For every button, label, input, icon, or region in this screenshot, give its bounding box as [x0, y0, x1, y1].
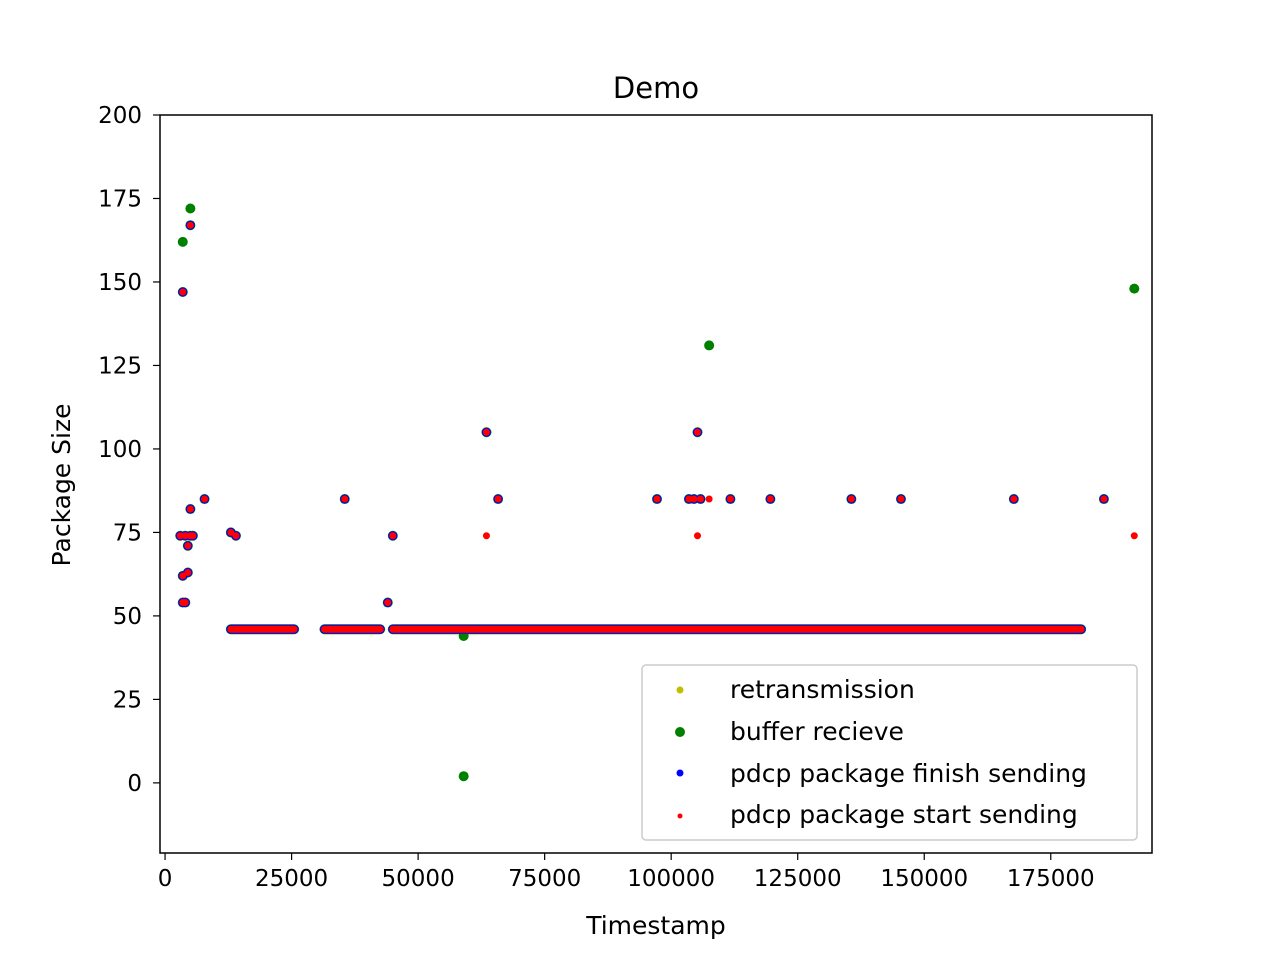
- x-tick-label: 125000: [754, 866, 842, 892]
- data-point: [184, 568, 192, 576]
- data-point: [384, 599, 392, 607]
- data-point: [186, 505, 194, 513]
- legend-label-pdcp-start: pdcp package start sending: [730, 800, 1078, 829]
- data-point: [653, 495, 661, 503]
- x-axis-label: Timestamp: [585, 911, 726, 940]
- y-tick-label: 25: [113, 687, 142, 713]
- legend-marker-pdcp-finish: [676, 769, 684, 777]
- data-point: [690, 495, 698, 503]
- data-point: [1100, 495, 1108, 503]
- plot-area: [175, 203, 1140, 782]
- data-point: [201, 495, 209, 503]
- series-pdcp-package-finish-sending: [175, 220, 1109, 634]
- data-point: [189, 532, 197, 540]
- x-tick-label: 175000: [1007, 866, 1095, 892]
- data-point: [177, 236, 188, 247]
- y-tick-label: 175: [98, 186, 142, 212]
- legend-marker-buffer-recieve: [675, 727, 685, 737]
- y-tick-label: 100: [98, 437, 142, 463]
- legend: retransmission buffer recieve pdcp packa…: [641, 664, 1138, 841]
- legend-label-retransmission: retransmission: [730, 675, 915, 704]
- legend-marker-pdcp-start: [677, 813, 683, 819]
- data-point: [697, 495, 705, 503]
- chart-title: Demo: [613, 71, 699, 105]
- data-point: [179, 288, 187, 296]
- y-axis: 0 25 50 75 100 125 150 175 200: [98, 103, 160, 797]
- legend-label-pdcp-finish: pdcp package finish sending: [730, 759, 1087, 788]
- data-point: [897, 495, 905, 503]
- data-point: [1010, 495, 1018, 503]
- data-point: [232, 532, 240, 540]
- x-axis: 0 25000 50000 75000 100000 125000 150000 175000: [158, 853, 1095, 892]
- data-point: [726, 495, 734, 503]
- plot-frame: [159, 114, 1153, 854]
- y-tick-label: 0: [127, 771, 142, 797]
- data-point: [186, 221, 194, 229]
- data-point: [184, 542, 192, 550]
- data-point: [341, 495, 349, 503]
- y-tick-label: 150: [98, 270, 142, 296]
- data-point: [494, 495, 502, 503]
- y-tick-label: 125: [98, 353, 142, 379]
- x-tick-label: 50000: [382, 866, 455, 892]
- data-point: [389, 532, 397, 540]
- data-point: [1129, 283, 1140, 294]
- data-point: [1130, 532, 1138, 540]
- data-point: [181, 599, 189, 607]
- data-point: [185, 203, 196, 214]
- legend-label-buffer-recieve: buffer recieve: [730, 717, 904, 746]
- data-point: [705, 495, 713, 503]
- y-tick-label: 50: [113, 604, 142, 630]
- legend-marker-retransmission: [676, 686, 684, 694]
- x-tick-label: 0: [158, 866, 173, 892]
- data-point: [694, 532, 702, 540]
- data-point: [766, 495, 774, 503]
- data-point: [227, 528, 235, 536]
- data-point: [458, 771, 469, 782]
- x-tick-label: 150000: [880, 866, 968, 892]
- x-tick-label: 75000: [508, 866, 581, 892]
- data-point: [694, 428, 702, 436]
- data-point: [181, 532, 189, 540]
- data-point: [482, 428, 490, 436]
- data-point: [704, 340, 715, 351]
- data-point: [179, 572, 187, 580]
- y-tick-label: 75: [113, 520, 142, 546]
- data-point: [176, 532, 184, 540]
- series-pdcp-package-start-sending: [176, 221, 1138, 633]
- y-axis-label: Package Size: [47, 404, 76, 567]
- y-tick-label: 200: [98, 103, 142, 129]
- x-tick-label: 100000: [627, 866, 715, 892]
- data-point: [685, 495, 693, 503]
- x-tick-label: 25000: [255, 866, 328, 892]
- data-point: [847, 495, 855, 503]
- data-point: [482, 532, 490, 540]
- legend-box: [641, 664, 1138, 841]
